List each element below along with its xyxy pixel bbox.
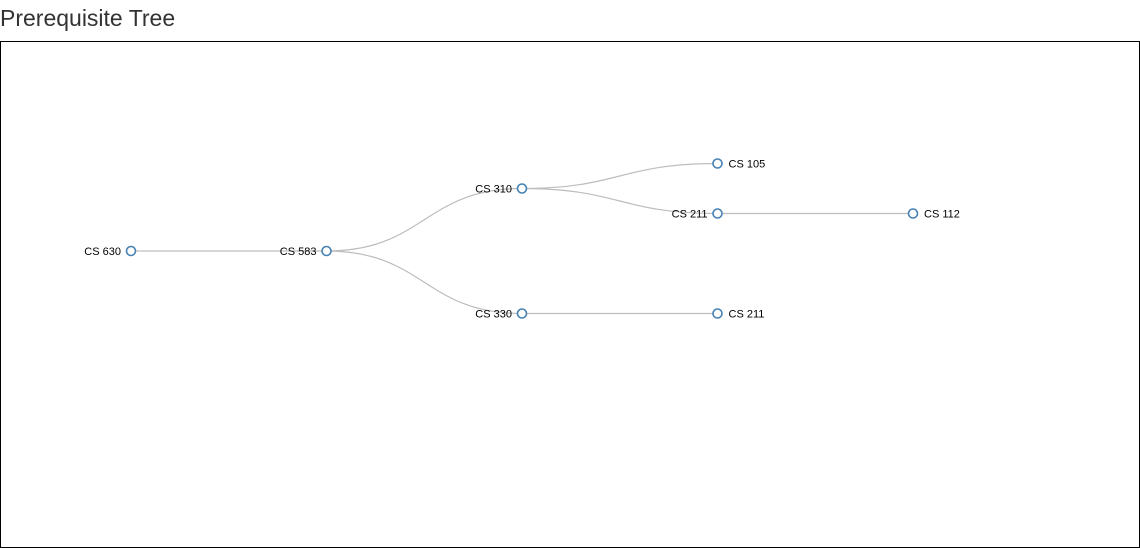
node-circle-icon[interactable]: [712, 208, 723, 219]
node-circle-icon[interactable]: [907, 208, 919, 219]
root-node-label: CS 630: [84, 246, 121, 258]
tree-node-cs-112[interactable]: CS 112: [907, 208, 960, 220]
tree-node-cs-583[interactable]: CS 583: [280, 245, 332, 258]
node-label: CS 112: [924, 208, 960, 220]
nodes-layer: CS 630 CS 583 CS 310 CS 105 CS 211 CS 112 CS 3…: [84, 158, 960, 320]
tree-node-cs-330[interactable]: CS 330: [475, 308, 528, 320]
node-label: CS 330: [475, 308, 512, 320]
tree-link: [326, 187, 523, 252]
node-circle-icon[interactable]: [321, 245, 332, 257]
node-label: CS 583: [280, 246, 317, 258]
tree-node-cs-310[interactable]: CS 310: [475, 183, 528, 195]
node-circle-icon[interactable]: [125, 245, 137, 257]
tree-node-cs-105[interactable]: CS 105: [712, 158, 766, 170]
node-circle-icon[interactable]: [712, 308, 723, 319]
tree-link: [521, 162, 718, 190]
tree-link: [326, 250, 523, 315]
tree-node-cs-630[interactable]: CS 630: [84, 245, 137, 258]
tree-link: [521, 187, 718, 215]
node-circle-icon[interactable]: [712, 158, 723, 169]
node-circle-icon[interactable]: [516, 308, 528, 319]
node-label: CS 211: [672, 208, 708, 220]
node-label: CS 310: [475, 183, 512, 195]
tree-node-cs-211[interactable]: CS 211: [672, 208, 723, 220]
node-label: CS 105: [729, 158, 766, 170]
node-circle-icon[interactable]: [516, 183, 528, 194]
tree-node-cs-211[interactable]: CS 211: [712, 308, 765, 320]
page-title: Prerequisite Tree: [0, 5, 176, 31]
links-layer: [131, 162, 913, 315]
node-label: CS 211: [729, 308, 765, 320]
tree-panel: [0, 41, 1140, 548]
